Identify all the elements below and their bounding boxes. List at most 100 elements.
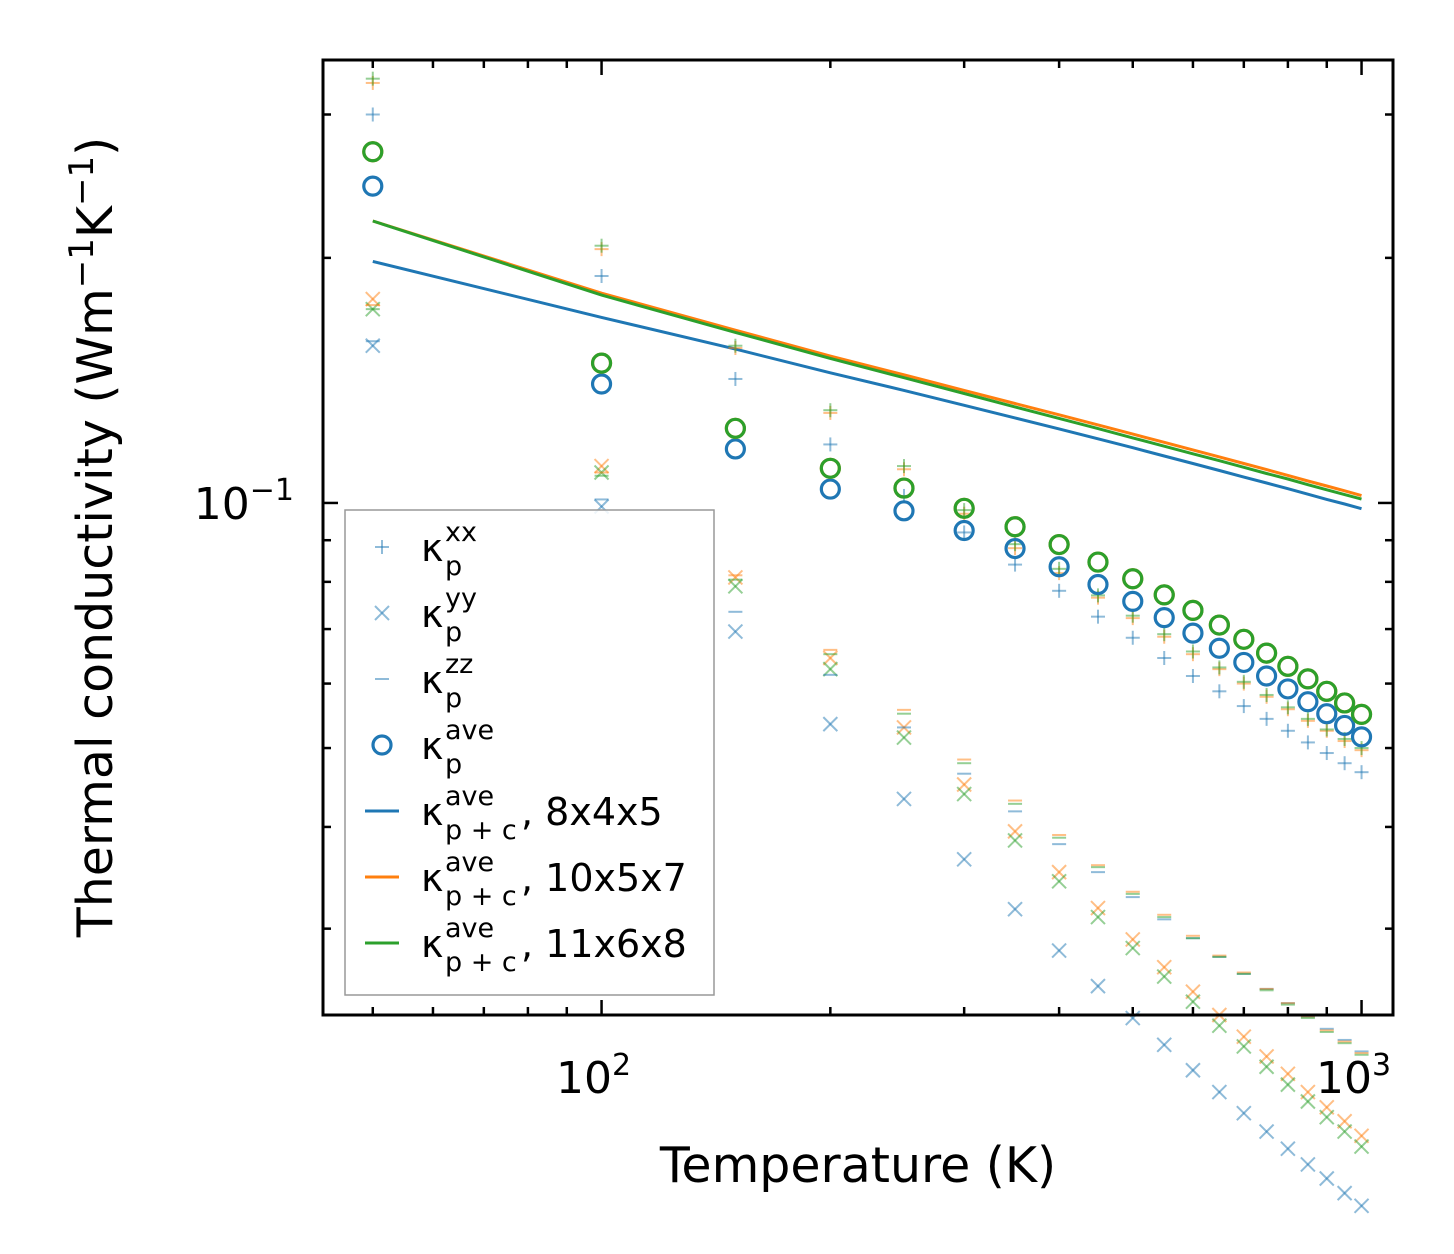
point-kxx_11x6x8-150 bbox=[728, 338, 743, 353]
point-kxx_11x6x8-750 bbox=[1259, 687, 1274, 702]
y-axis-label: Thermal conductivity (Wm−1K−1) bbox=[62, 137, 124, 938]
point-kave_11x6x8-1000 bbox=[1350, 703, 1373, 725]
point-kxx_8x4x5-700 bbox=[1236, 699, 1251, 714]
point-kxx_8x4x5-750 bbox=[1259, 711, 1274, 726]
point-kxx_11x6x8-100 bbox=[594, 238, 609, 253]
point-kave_8x4x5-650 bbox=[1208, 637, 1230, 659]
point-kave_11x6x8-900 bbox=[1316, 680, 1338, 702]
point-kyy_11x6x8-500 bbox=[1125, 940, 1141, 956]
point-kxx_11x6x8-250 bbox=[896, 459, 911, 474]
series-line-1 bbox=[372, 219, 1362, 498]
point-kave_8x4x5-600 bbox=[1182, 622, 1204, 644]
series-kave_11x6x8 bbox=[362, 141, 1373, 725]
point-kave_8x4x5-550 bbox=[1153, 607, 1175, 629]
point-kyy_11x6x8-400 bbox=[1051, 873, 1067, 890]
x-tick-label: 103 bbox=[1316, 1048, 1391, 1104]
point-kxx_8x4x5-50 bbox=[365, 107, 380, 122]
point-kave_8x4x5-400 bbox=[1048, 556, 1070, 578]
point-kave_11x6x8-250 bbox=[893, 477, 915, 499]
point-kyy_8x4x5-350 bbox=[1007, 901, 1023, 917]
point-kave_11x6x8-800 bbox=[1277, 655, 1299, 677]
point-kyy_8x4x5-150 bbox=[727, 623, 744, 640]
point-kave_8x4x5-100 bbox=[590, 373, 613, 395]
legend-marker-plus bbox=[375, 540, 389, 554]
point-kxx_11x6x8-800 bbox=[1280, 700, 1295, 715]
point-kyy_8x4x5-850 bbox=[1300, 1156, 1316, 1173]
point-kyy_11x6x8-300 bbox=[956, 786, 972, 802]
point-kave_8x4x5-750 bbox=[1255, 665, 1278, 687]
point-kave_11x6x8-150 bbox=[724, 417, 746, 439]
x-tick-label: 102 bbox=[556, 1048, 631, 1104]
point-kave_8x4x5-1000 bbox=[1350, 726, 1373, 748]
point-kyy_8x4x5-700 bbox=[1236, 1105, 1252, 1121]
point-kave_11x6x8-200 bbox=[819, 457, 841, 479]
point-kyy_11x6x8-200 bbox=[822, 661, 839, 677]
point-kxx_8x4x5-550 bbox=[1157, 651, 1172, 666]
series-kzz_10x5x7 bbox=[365, 304, 1369, 1055]
point-kxx_11x6x8-700 bbox=[1236, 674, 1251, 689]
point-kave_11x6x8-700 bbox=[1233, 628, 1255, 650]
point-kave_8x4x5-200 bbox=[819, 478, 841, 500]
point-kyy_11x6x8-750 bbox=[1258, 1059, 1275, 1075]
point-kyy_8x4x5-550 bbox=[1156, 1037, 1172, 1053]
point-kxx_11x6x8-50 bbox=[365, 71, 380, 86]
point-kxx_8x4x5-450 bbox=[1090, 609, 1105, 624]
series-line-2 bbox=[372, 219, 1362, 501]
point-kave_11x6x8-550 bbox=[1153, 584, 1175, 606]
point-kyy_11x6x8-900 bbox=[1319, 1109, 1335, 1125]
series-kzz_11x6x8 bbox=[365, 308, 1369, 1056]
point-kyy_8x4x5-800 bbox=[1280, 1141, 1296, 1157]
point-kxx_8x4x5-650 bbox=[1212, 684, 1227, 699]
legend-marker-circle bbox=[371, 734, 393, 756]
point-kxx_8x4x5-900 bbox=[1319, 746, 1334, 761]
point-kxx_11x6x8-450 bbox=[1090, 588, 1105, 603]
point-kave_8x4x5-850 bbox=[1297, 691, 1319, 713]
point-kave_11x6x8-650 bbox=[1208, 614, 1230, 636]
point-kyy_8x4x5-400 bbox=[1051, 942, 1067, 959]
point-kyy_11x6x8-1000 bbox=[1353, 1138, 1370, 1155]
point-kxx_8x4x5-950 bbox=[1337, 756, 1352, 771]
point-kave_8x4x5-300 bbox=[953, 519, 975, 542]
point-kave_8x4x5-900 bbox=[1316, 703, 1338, 725]
point-kyy_11x6x8-650 bbox=[1211, 1017, 1228, 1034]
point-kxx_8x4x5-850 bbox=[1300, 735, 1315, 750]
point-kyy_11x6x8-800 bbox=[1280, 1076, 1296, 1093]
point-kave_8x4x5-800 bbox=[1277, 678, 1299, 700]
point-kxx_11x6x8-400 bbox=[1052, 561, 1067, 576]
plot-frame bbox=[321, 58, 1395, 1017]
legend-box bbox=[344, 509, 715, 996]
point-kyy_8x4x5-200 bbox=[822, 716, 839, 732]
point-kave_8x4x5-950 bbox=[1334, 714, 1356, 737]
series-kyy_11x6x8 bbox=[365, 301, 1370, 1155]
point-kxx_11x6x8-300 bbox=[957, 503, 972, 518]
series-kxx_8x4x5 bbox=[365, 107, 1369, 780]
point-kyy_10x5x7-1000 bbox=[1353, 1128, 1370, 1144]
point-kyy_8x4x5-250 bbox=[896, 791, 912, 807]
point-kxx_8x4x5-600 bbox=[1185, 668, 1200, 683]
series-line-0 bbox=[372, 259, 1362, 511]
point-kxx_11x6x8-200 bbox=[823, 403, 838, 418]
point-kxx_11x6x8-1000 bbox=[1354, 741, 1369, 756]
point-kave_11x6x8-50 bbox=[362, 141, 384, 163]
point-kyy_10x5x7-800 bbox=[1280, 1066, 1296, 1082]
point-kave_8x4x5-700 bbox=[1233, 651, 1255, 674]
point-kyy_8x4x5-1000 bbox=[1353, 1198, 1370, 1214]
point-kyy_8x4x5-300 bbox=[956, 851, 972, 868]
point-kyy_8x4x5-750 bbox=[1258, 1123, 1275, 1140]
legend-marker-cross bbox=[374, 605, 390, 621]
point-kyy_11x6x8-600 bbox=[1185, 994, 1201, 1010]
point-kxx_8x4x5-200 bbox=[823, 437, 838, 452]
point-kyy_10x5x7-100 bbox=[593, 458, 610, 474]
point-kxx_11x6x8-650 bbox=[1212, 660, 1227, 675]
point-kxx_11x6x8-900 bbox=[1319, 722, 1334, 737]
point-kave_8x4x5-450 bbox=[1087, 573, 1109, 596]
point-kyy_8x4x5-650 bbox=[1211, 1084, 1228, 1100]
point-kave_8x4x5-500 bbox=[1122, 590, 1144, 612]
point-kave_11x6x8-400 bbox=[1048, 533, 1070, 556]
point-kxx_11x6x8-550 bbox=[1157, 627, 1172, 642]
point-kave_8x4x5-350 bbox=[1004, 537, 1026, 560]
point-kyy_8x4x5-900 bbox=[1319, 1170, 1335, 1187]
point-kave_8x4x5-150 bbox=[724, 438, 746, 460]
point-kxx_8x4x5-800 bbox=[1280, 723, 1295, 738]
